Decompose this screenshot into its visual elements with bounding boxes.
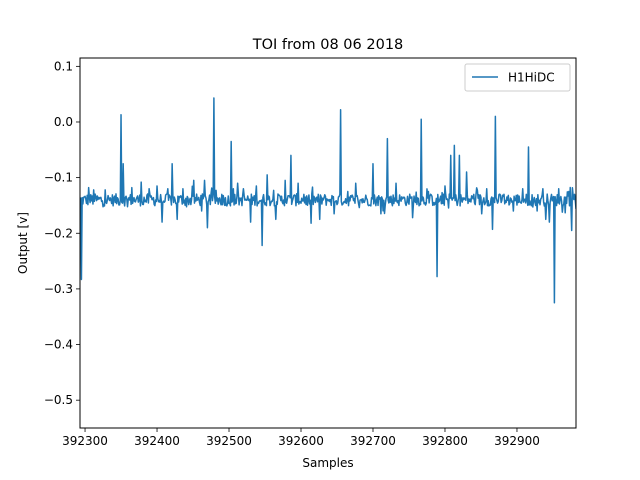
x-axis-label: Samples	[302, 456, 353, 470]
y-tick-label: −0.2	[44, 226, 73, 240]
y-tick-label: 0.1	[54, 59, 73, 73]
y-tick-label: −0.1	[44, 171, 73, 185]
x-tick-label: 392700	[350, 434, 396, 448]
y-tick-label: −0.4	[44, 338, 73, 352]
legend: H1HiDC	[464, 63, 571, 92]
y-axis-label: Output [v]	[16, 212, 30, 274]
x-tick-label: 392800	[422, 434, 468, 448]
series-layer	[80, 97, 576, 304]
y-tick-label: 0.0	[54, 115, 73, 129]
plot-frame	[79, 57, 577, 429]
series-line-h1hidc	[80, 97, 576, 304]
x-tick-label: 392300	[62, 434, 108, 448]
y-tick-label: −0.5	[44, 393, 73, 407]
legend-box	[464, 63, 571, 92]
chart-title: TOI from 08 06 2018	[252, 37, 404, 53]
x-tick-label: 392900	[494, 434, 540, 448]
x-tick-label: 392400	[134, 434, 180, 448]
plot-area	[79, 57, 577, 429]
legend-label-h1hidc: H1HiDC	[508, 71, 555, 85]
x-tick-label: 392600	[278, 434, 324, 448]
y-axis-ticks: −0.5 −0.4 −0.3 −0.2 −0.1 0.0 0.1	[44, 59, 80, 407]
x-axis-ticks: 392300 392400 392500 392600 392700 392800 3929…	[62, 428, 540, 448]
x-tick-label: 392500	[206, 434, 252, 448]
y-tick-label: −0.3	[44, 282, 73, 296]
